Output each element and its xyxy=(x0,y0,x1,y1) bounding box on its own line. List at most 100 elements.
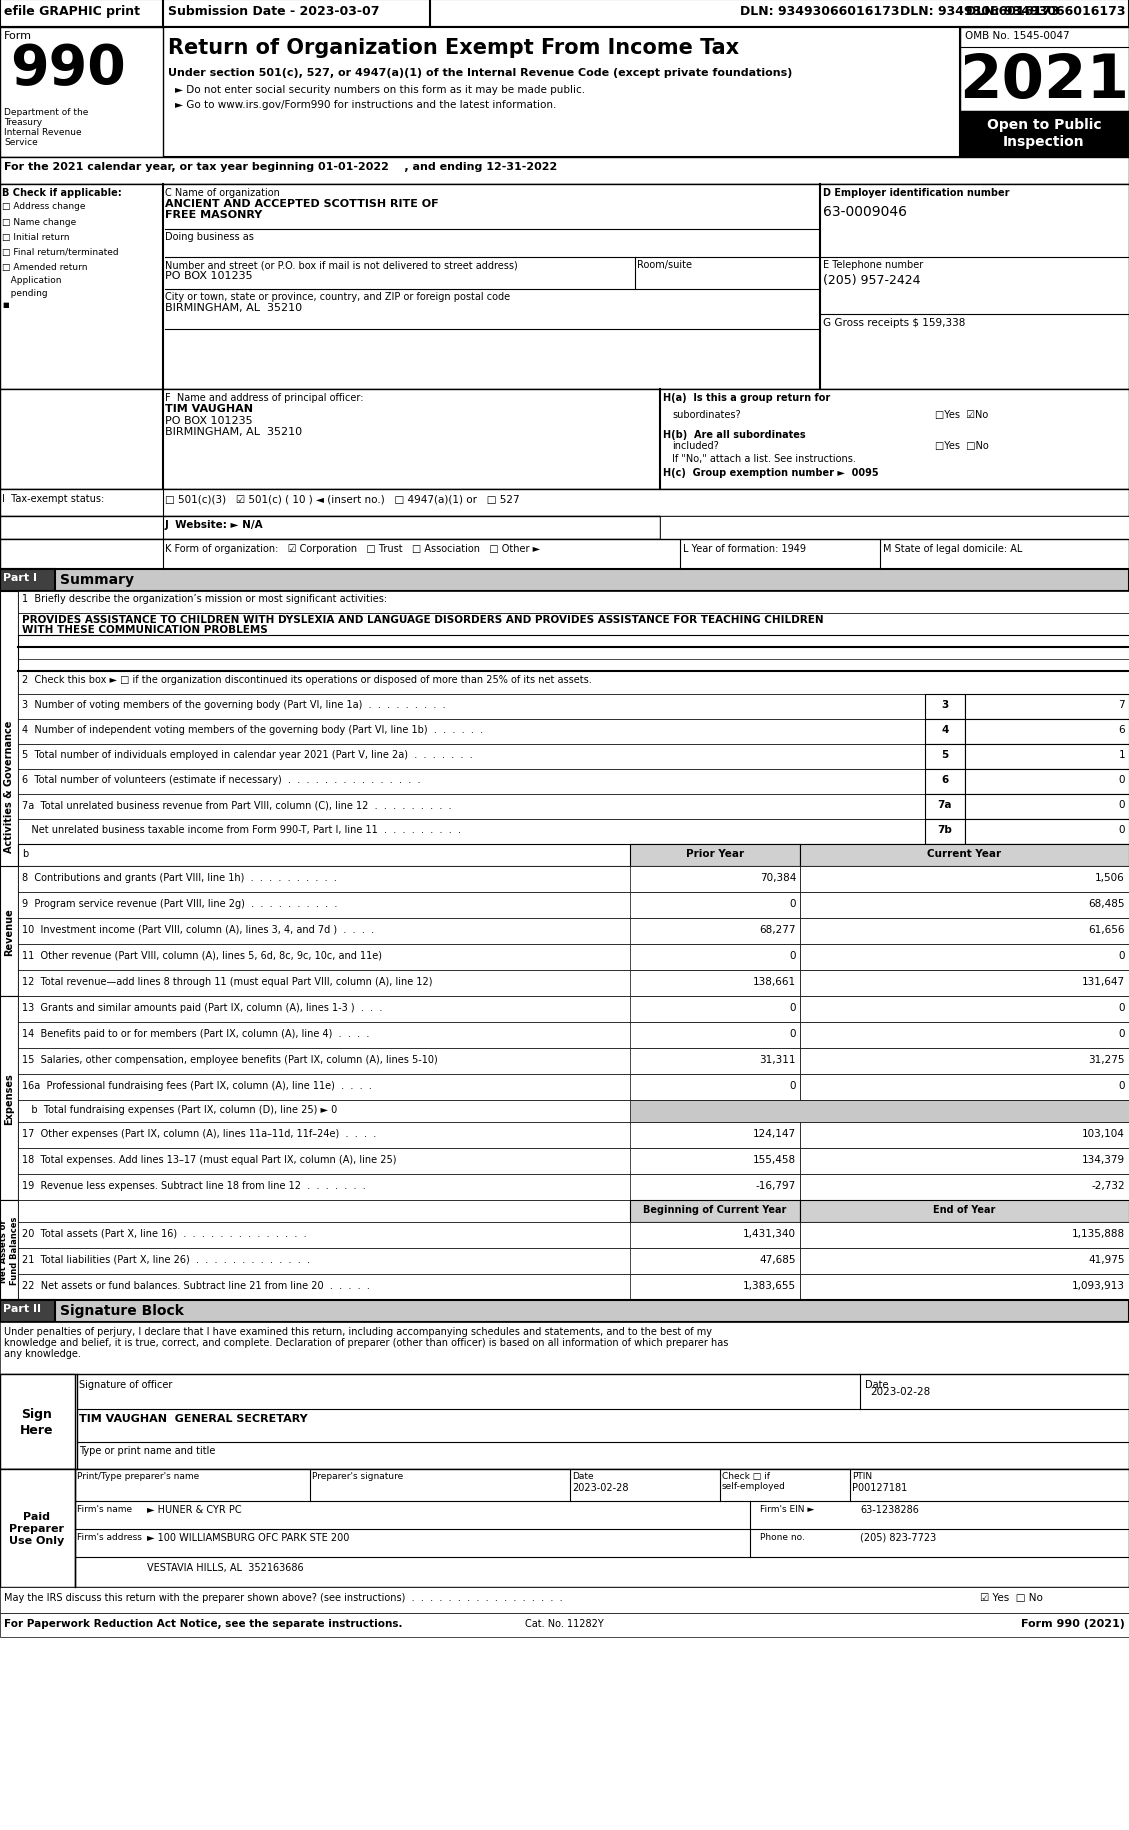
Bar xyxy=(18,1049,1129,1074)
Text: 990: 990 xyxy=(10,42,125,95)
Bar xyxy=(965,820,1129,844)
Bar xyxy=(0,1301,1129,1323)
Text: Signature of officer: Signature of officer xyxy=(79,1380,173,1389)
Text: Net unrelated business taxable income from Form 990-T, Part I, line 11  .  .  . : Net unrelated business taxable income fr… xyxy=(21,825,461,834)
Text: H(c)  Group exemption number ►  0095: H(c) Group exemption number ► 0095 xyxy=(663,468,878,478)
Bar xyxy=(630,1200,800,1222)
Bar xyxy=(18,591,1129,613)
Bar xyxy=(18,613,1129,635)
Text: BIRMINGHAM, AL  35210: BIRMINGHAM, AL 35210 xyxy=(165,426,303,437)
Bar xyxy=(0,27,163,157)
Text: (205) 957-2424: (205) 957-2424 xyxy=(823,274,920,287)
Text: Revenue: Revenue xyxy=(5,908,14,955)
Text: 0: 0 xyxy=(1119,825,1124,834)
Text: Paid
Preparer
Use Only: Paid Preparer Use Only xyxy=(9,1512,64,1546)
Text: Return of Organization Exempt From Income Tax: Return of Organization Exempt From Incom… xyxy=(168,38,739,59)
Text: 31,275: 31,275 xyxy=(1088,1054,1124,1065)
Bar xyxy=(18,1100,1129,1122)
Text: Activities & Governance: Activities & Governance xyxy=(5,721,14,853)
Text: DLN: 93493066016173: DLN: 93493066016173 xyxy=(965,5,1124,18)
Text: Form: Form xyxy=(5,31,32,40)
Text: Department of the: Department of the xyxy=(5,108,88,117)
Text: Prior Year: Prior Year xyxy=(686,849,744,858)
Text: Firm's name: Firm's name xyxy=(77,1504,132,1513)
Text: pending: pending xyxy=(2,289,47,298)
Bar xyxy=(630,867,800,893)
Text: ☑ Yes  □ No: ☑ Yes □ No xyxy=(980,1592,1043,1601)
Bar xyxy=(18,1175,1129,1200)
Bar xyxy=(630,844,800,867)
Bar xyxy=(18,1222,1129,1248)
Text: Print/Type preparer's name: Print/Type preparer's name xyxy=(77,1471,199,1480)
Bar xyxy=(18,970,1129,997)
Bar xyxy=(0,1587,1129,1612)
Text: 103,104: 103,104 xyxy=(1082,1129,1124,1138)
Text: For the 2021 calendar year, or tax year beginning 01-01-2022    , and ending 12-: For the 2021 calendar year, or tax year … xyxy=(5,161,558,172)
Bar xyxy=(965,770,1129,794)
Text: 70,384: 70,384 xyxy=(760,873,796,882)
Bar xyxy=(925,820,965,844)
Bar xyxy=(800,1222,1129,1248)
Text: P00127181: P00127181 xyxy=(852,1482,908,1491)
Bar xyxy=(800,867,1129,893)
Bar xyxy=(965,719,1129,745)
Bar xyxy=(800,1074,1129,1100)
Text: 1,093,913: 1,093,913 xyxy=(1073,1281,1124,1290)
Text: DLN: 93493066016173: DLN: 93493066016173 xyxy=(741,5,900,18)
Text: efile GRAPHIC print: efile GRAPHIC print xyxy=(5,5,140,18)
Text: any knowledge.: any knowledge. xyxy=(5,1349,81,1358)
Text: 2021: 2021 xyxy=(959,51,1129,112)
Text: Sign
Here: Sign Here xyxy=(20,1407,54,1437)
Text: □ Address change: □ Address change xyxy=(2,201,86,210)
Text: ► Go to www.irs.gov/Form990 for instructions and the latest information.: ► Go to www.irs.gov/Form990 for instruct… xyxy=(175,101,557,110)
Text: 0: 0 xyxy=(789,950,796,961)
Text: 1,431,340: 1,431,340 xyxy=(743,1228,796,1239)
Bar xyxy=(630,919,800,944)
Bar xyxy=(18,893,1129,919)
Bar xyxy=(18,1023,1129,1049)
Text: TIM VAUGHAN: TIM VAUGHAN xyxy=(165,404,253,414)
Text: □ Amended return: □ Amended return xyxy=(2,264,88,273)
Text: Treasury: Treasury xyxy=(5,117,42,126)
Text: DLN: 93493066016173: DLN: 93493066016173 xyxy=(900,5,1059,18)
Bar xyxy=(0,157,1129,185)
Text: Firm's address: Firm's address xyxy=(77,1532,142,1541)
Bar xyxy=(630,1149,800,1175)
Text: □ 501(c)(3)   ☑ 501(c) ( 10 ) ◄ (insert no.)   □ 4947(a)(1) or   □ 527: □ 501(c)(3) ☑ 501(c) ( 10 ) ◄ (insert no… xyxy=(165,494,519,503)
Bar xyxy=(18,820,1129,844)
Text: Open to Public
Inspection: Open to Public Inspection xyxy=(987,117,1101,150)
Bar xyxy=(0,591,18,981)
Bar xyxy=(800,1122,1129,1149)
Bar xyxy=(0,1374,75,1469)
Bar xyxy=(0,27,1129,157)
Bar xyxy=(925,695,965,719)
Text: PTIN: PTIN xyxy=(852,1471,872,1480)
Bar xyxy=(660,516,1129,540)
Text: 1,506: 1,506 xyxy=(1095,873,1124,882)
Text: WITH THESE COMMUNICATION PROBLEMS: WITH THESE COMMUNICATION PROBLEMS xyxy=(21,624,268,635)
Bar xyxy=(925,745,965,770)
Bar xyxy=(925,770,965,794)
Bar xyxy=(925,794,965,820)
Bar xyxy=(18,719,1129,745)
Bar xyxy=(0,540,1129,569)
Text: Net Assets or
Fund Balances: Net Assets or Fund Balances xyxy=(0,1217,19,1285)
Text: Application: Application xyxy=(2,276,61,285)
Text: F  Name and address of principal officer:: F Name and address of principal officer: xyxy=(165,393,364,403)
Text: Submission Date - 2023-03-07: Submission Date - 2023-03-07 xyxy=(168,5,379,18)
Text: Service: Service xyxy=(5,137,37,146)
Bar xyxy=(0,0,1129,27)
Text: 9  Program service revenue (Part VIII, line 2g)  .  .  .  .  .  .  .  .  .  .: 9 Program service revenue (Part VIII, li… xyxy=(21,899,338,908)
Bar xyxy=(630,1074,800,1100)
Text: (205) 823-7723: (205) 823-7723 xyxy=(860,1532,936,1543)
Text: -16,797: -16,797 xyxy=(755,1180,796,1190)
Bar xyxy=(630,1248,800,1274)
Text: PO BOX 101235: PO BOX 101235 xyxy=(165,415,253,426)
Text: 4: 4 xyxy=(942,725,948,734)
Text: City or town, state or province, country, and ZIP or foreign postal code: City or town, state or province, country… xyxy=(165,291,510,302)
Bar xyxy=(800,1049,1129,1074)
Text: Phone no.: Phone no. xyxy=(760,1532,805,1541)
Text: 124,147: 124,147 xyxy=(753,1129,796,1138)
Text: C Name of organization: C Name of organization xyxy=(165,188,280,198)
Bar xyxy=(18,794,1129,820)
